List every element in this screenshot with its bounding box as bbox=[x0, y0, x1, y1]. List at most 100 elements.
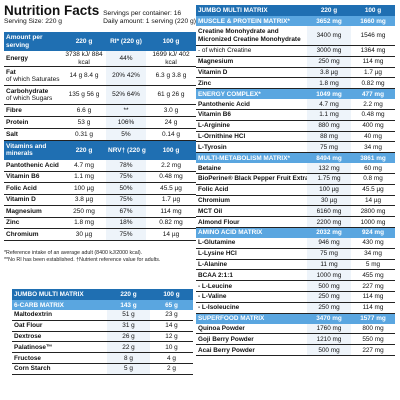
vitamin-value-c1: 250 mg bbox=[62, 205, 106, 218]
matrix-title: JUMBO MULTI MATRIX bbox=[196, 5, 307, 16]
matrix-item-name: Magnesium bbox=[196, 56, 307, 68]
nutrient-value-c3: 1699 kJ/ 402 kcal bbox=[146, 51, 196, 67]
matrix-item-name: Chromium bbox=[196, 195, 307, 207]
matrix-section-220g: 1049 mg bbox=[307, 88, 351, 100]
matrix-section-name: 6-CARB MATRIX bbox=[12, 300, 107, 310]
matrix-section-220g: 3652 mg bbox=[307, 16, 351, 26]
matrix-item-row: Dextrose 26 g 12 g bbox=[12, 331, 193, 343]
matrix-item-row: Betaine 132 mg 60 mg bbox=[196, 163, 395, 174]
matrix-item-row: - L-Isoleucine 250 mg 114 mg bbox=[196, 302, 395, 314]
matrix-section-row: ENERGY COMPLEX* 1049 mg 477 mg bbox=[196, 88, 395, 100]
matrix-section-100g: 1577 mg bbox=[351, 313, 395, 324]
nutrient-name: Fat bbox=[6, 68, 16, 76]
matrix-item-100g: 14 g bbox=[150, 320, 193, 332]
matrix-item-220g: 500 mg bbox=[307, 344, 351, 356]
matrix-section-220g: 3470 mg bbox=[307, 313, 351, 324]
jumbo-multi-matrix-right-table: JUMBO MULTI MATRIX 220 g 100 g MUSCLE & PRO… bbox=[196, 5, 395, 356]
servings-info: Servings per container: 16 Daily amount:… bbox=[103, 10, 196, 26]
matrix-item-name: - L-Valine bbox=[196, 291, 307, 303]
matrix-item-220g: 51 g bbox=[107, 310, 150, 321]
matrix-item-100g: 400 mg bbox=[351, 120, 395, 132]
matrix-item-100g: 14 µg bbox=[351, 195, 395, 207]
footnote: *Reference intake of an average adult (8… bbox=[4, 250, 143, 256]
matrix-item-100g: 227 mg bbox=[351, 280, 395, 292]
vitamin-value-c1: 100 µg bbox=[62, 182, 106, 195]
matrix-item-220g: 31 g bbox=[107, 320, 150, 332]
matrix-item-row: - L-Valine 250 mg 114 mg bbox=[196, 291, 395, 303]
matrix-item-220g: 3400 mg bbox=[307, 26, 351, 46]
vitamin-row: Vitamin B6 1.1 mg 75% 0.48 mg bbox=[4, 171, 196, 183]
matrix-header-row: JUMBO MULTI MATRIX 220 g 100 g bbox=[12, 289, 193, 300]
matrix-item-220g: 132 mg bbox=[307, 163, 351, 174]
matrix-header-100g: 100 g bbox=[150, 289, 193, 300]
vitamin-name: Folic Acid bbox=[4, 182, 62, 195]
matrix-item-row: BioPerine® Black Pepper Fruit Extract 1.7… bbox=[196, 173, 395, 185]
matrix-item-220g: 75 mg bbox=[307, 141, 351, 154]
footnote: **No RI has been established. †Nutrient … bbox=[4, 256, 161, 263]
matrix-header-row: JUMBO MULTI MATRIX 220 g 100 g bbox=[196, 5, 395, 16]
matrix-item-100g: 1.7 µg bbox=[351, 67, 395, 79]
nutrient-name: Salt bbox=[6, 130, 18, 138]
nutrient-value-c3: 3.0 g bbox=[146, 104, 196, 117]
vitamin-value-c1: 1.8 mg bbox=[62, 217, 106, 229]
matrix-header-220g: 220 g bbox=[307, 5, 351, 16]
matrix-item-row: - L-Leucine 500 mg 227 mg bbox=[196, 280, 395, 292]
vitamins-minerals-header-label: Vitamins and minerals bbox=[4, 140, 62, 160]
matrix-item-row: MCT Oil 6160 mg 2800 mg bbox=[196, 205, 395, 218]
matrix-section-100g: 3861 mg bbox=[351, 152, 395, 164]
matrix-item-100g: 430 mg bbox=[351, 237, 395, 249]
matrix-item-name: BCAA 2:1:1 bbox=[196, 269, 307, 282]
nutrient-value-c1: 53 g bbox=[62, 116, 106, 129]
jumbo-multi-matrix-left-table: JUMBO MULTI MATRIX 220 g 100 g 6-CARB MATRI… bbox=[12, 289, 193, 375]
matrix-item-name: Betaine bbox=[196, 163, 307, 174]
matrix-item-name: Vitamin B6 bbox=[196, 109, 307, 121]
matrix-item-row: Maltodextrin 51 g 23 g bbox=[12, 310, 193, 321]
matrix-section-name: SUPERFOOD MATRIX bbox=[196, 313, 307, 324]
matrix-item-row: Zinc 1.8 mg 0.82 mg bbox=[196, 77, 395, 90]
matrix-item-220g: 250 mg bbox=[307, 56, 351, 68]
vitamin-value-c1: 1.1 mg bbox=[62, 171, 106, 183]
nutrient-value-c2: ** bbox=[106, 104, 146, 117]
vitamin-row: Folic Acid 100 µg 50% 45.5 µg bbox=[4, 182, 196, 195]
matrix-item-220g: 946 mg bbox=[307, 237, 351, 249]
matrix-item-100g: 1364 mg bbox=[351, 45, 395, 57]
matrix-item-220g: 1.8 mg bbox=[307, 77, 351, 90]
matrix-item-100g: 12 g bbox=[150, 331, 193, 343]
matrix-item-name: Pantothenic Acid bbox=[196, 99, 307, 110]
matrix-item-100g: 550 mg bbox=[351, 333, 395, 346]
matrix-item-name: - L-Isoleucine bbox=[196, 302, 307, 314]
amount-per-serving-header-label: Amount per serving bbox=[4, 32, 62, 51]
amount-per-serving-header-c2: RI* (220 g) bbox=[106, 32, 146, 51]
vitamin-value-c2: 50% bbox=[106, 182, 146, 195]
matrix-item-220g: 500 mg bbox=[307, 280, 351, 292]
matrix-item-row: Quinoa Powder 1760 mg 800 mg bbox=[196, 323, 395, 335]
matrix-item-220g: 880 mg bbox=[307, 120, 351, 132]
matrix-item-220g: 3000 mg bbox=[307, 45, 351, 57]
matrix-item-name: Oat Flour bbox=[12, 320, 107, 332]
vitamin-row: Vitamin D 3.8 µg 75% 1.7 µg bbox=[4, 194, 196, 206]
matrix-item-100g: 2800 mg bbox=[351, 205, 395, 218]
vitamin-name: Chromium bbox=[4, 228, 62, 241]
matrix-item-row: Vitamin D 3.8 µg 1.7 µg bbox=[196, 67, 395, 79]
vitamins-minerals-header-c1: 220 g bbox=[62, 140, 106, 160]
nutrient-value-c1: 135 g 56 g bbox=[62, 85, 106, 105]
matrix-right-body: JUMBO MULTI MATRIX 220 g 100 g MUSCLE & PRO… bbox=[196, 5, 395, 356]
matrix-item-100g: 800 mg bbox=[351, 323, 395, 335]
matrix-item-100g: 2.2 mg bbox=[351, 99, 395, 110]
nutrient-label: Salt bbox=[4, 128, 62, 141]
matrix-header-100g: 100 g bbox=[351, 5, 395, 16]
vitamin-value-c3: 0.82 mg bbox=[146, 217, 196, 229]
nutrient-name: Fibre bbox=[6, 106, 22, 114]
matrix-item-100g: 5 mg bbox=[351, 259, 395, 271]
matrix-item-100g: 1000 mg bbox=[351, 216, 395, 228]
vitamin-name: Magnesium bbox=[4, 205, 62, 218]
nutrient-value-c2: 44% bbox=[106, 51, 146, 67]
vitamin-value-c3: 45.5 µg bbox=[146, 182, 196, 195]
nutrient-row: Salt 0.31 g 5% 0.14 g bbox=[4, 128, 196, 141]
matrix-section-220g: 143 g bbox=[107, 300, 150, 310]
vitamin-value-c1: 4.7 mg bbox=[62, 159, 106, 172]
vitamin-value-c2: 75% bbox=[106, 194, 146, 206]
matrix-section-name: MUSCLE & PROTEIN MATRIX* bbox=[196, 16, 307, 26]
matrix-left-body: JUMBO MULTI MATRIX 220 g 100 g 6-CARB MATRI… bbox=[12, 289, 193, 375]
